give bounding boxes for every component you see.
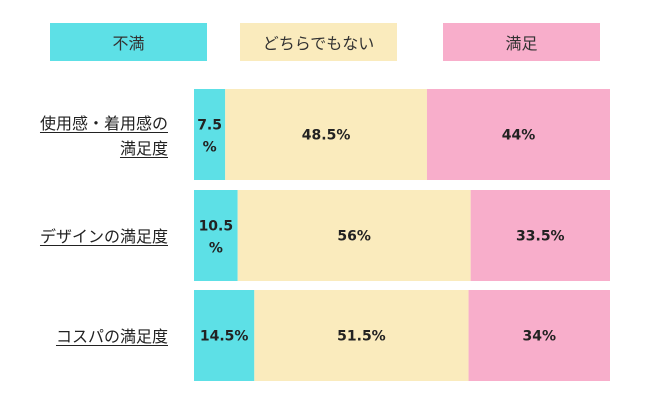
category-label-1: 使用感・着用感の満足度: [6, 111, 168, 161]
data-label-1-1: 7.5: [197, 118, 222, 134]
category-label-line: デザインの満足度: [39, 227, 168, 246]
bar-segment-3-1: [194, 290, 255, 381]
bar-segment-3-3: [468, 290, 610, 381]
category-label-3: コスパの満足度: [6, 324, 168, 349]
category-label-line: コスパの満足度: [55, 327, 168, 346]
legend-item-3: 満足: [443, 23, 600, 61]
data-label-1-1: %: [203, 140, 217, 156]
legend-item-1: 不満: [50, 23, 207, 61]
category-label-line: 使用感・着用感の: [39, 113, 168, 133]
legend-item-2: どちらでもない: [240, 23, 397, 61]
data-label-1-2: 48.5%: [302, 128, 351, 144]
category-label-line: 満足度: [119, 138, 168, 158]
bar-segment-1-2: [225, 89, 427, 180]
data-label-3-2: 51.5%: [337, 329, 386, 345]
data-label-3-1: 14.5%: [200, 329, 249, 345]
data-label-2-1: 10.5: [199, 219, 234, 235]
data-label-3-3: 34%: [523, 329, 557, 345]
bar-segment-3-2: [254, 290, 469, 381]
bar-segment-1-1: [194, 89, 226, 180]
data-label-1-3: 44%: [502, 128, 536, 144]
data-label-2-2: 56%: [337, 229, 371, 245]
category-label-2: デザインの満足度: [6, 224, 168, 249]
data-label-2-3: 33.5%: [516, 229, 565, 245]
bar-segment-2-3: [470, 190, 610, 281]
data-label-2-1: %: [209, 241, 223, 257]
bar-segment-1-3: [426, 89, 610, 180]
bar-segment-2-2: [237, 190, 471, 281]
bar-segment-2-1: [194, 190, 238, 281]
